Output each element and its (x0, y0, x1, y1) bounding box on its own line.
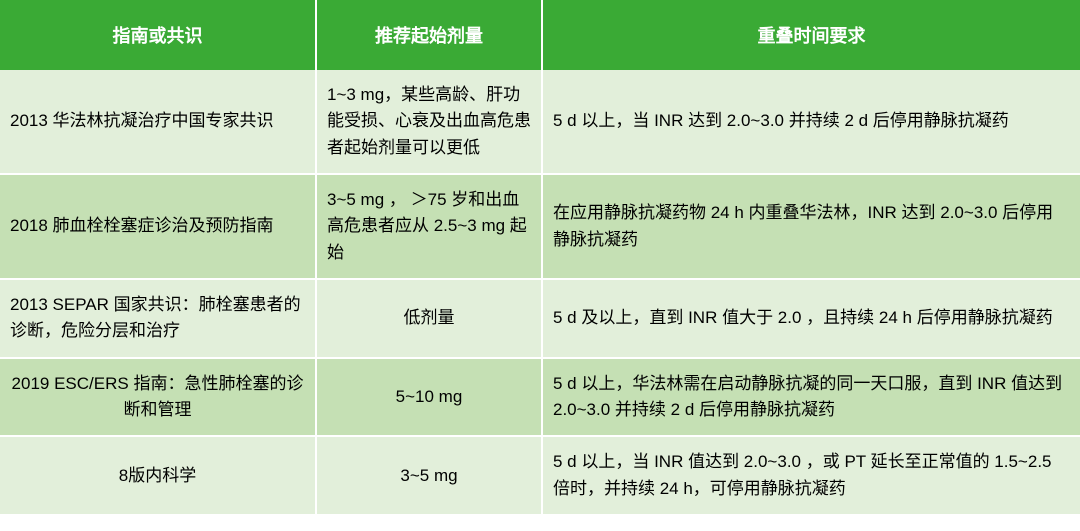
cell-guideline: 2013 SEPAR 国家共识：肺栓塞患者的诊断，危险分层和治疗 (0, 279, 316, 358)
cell-dose: 低剂量 (316, 279, 542, 358)
cell-guideline: 2013 华法林抗凝治疗中国专家共识 (0, 70, 316, 174)
cell-dose: 3~5 mg ， ＞75 岁和出血高危患者应从 2.5~3 mg 起始 (316, 174, 542, 279)
table-body: 2013 华法林抗凝治疗中国专家共识 1~3 mg，某些高龄、肝功能受损、心衰及… (0, 70, 1080, 515)
cell-dose: 1~3 mg，某些高龄、肝功能受损、心衰及出血高危患者起始剂量可以更低 (316, 70, 542, 174)
cell-overlap: 5 d 及以上，直到 INR 值大于 2.0 ，且持续 24 h 后停用静脉抗凝… (542, 279, 1080, 358)
cell-dose: 5~10 mg (316, 358, 542, 437)
guidelines-table-container: 指南或共识 推荐起始剂量 重叠时间要求 2013 华法林抗凝治疗中国专家共识 1… (0, 0, 1080, 516)
cell-overlap: 5 d 以上，华法林需在启动静脉抗凝的同一天口服，直到 INR 值达到 2.0~… (542, 358, 1080, 437)
header-guideline: 指南或共识 (0, 0, 316, 70)
cell-overlap: 5 d 以上，当 INR 值达到 2.0~3.0 ，或 PT 延长至正常值的 1… (542, 436, 1080, 515)
header-overlap: 重叠时间要求 (542, 0, 1080, 70)
cell-dose: 3~5 mg (316, 436, 542, 515)
table-row: 2013 华法林抗凝治疗中国专家共识 1~3 mg，某些高龄、肝功能受损、心衰及… (0, 70, 1080, 174)
table-header-row: 指南或共识 推荐起始剂量 重叠时间要求 (0, 0, 1080, 70)
cell-guideline: 2019 ESC/ERS 指南：急性肺栓塞的诊断和管理 (0, 358, 316, 437)
cell-guideline: 2018 肺血栓栓塞症诊治及预防指南 (0, 174, 316, 279)
table-row: 2013 SEPAR 国家共识：肺栓塞患者的诊断，危险分层和治疗 低剂量 5 d… (0, 279, 1080, 358)
cell-overlap: 5 d 以上，当 INR 达到 2.0~3.0 并持续 2 d 后停用静脉抗凝药 (542, 70, 1080, 174)
header-dose: 推荐起始剂量 (316, 0, 542, 70)
table-row: 2018 肺血栓栓塞症诊治及预防指南 3~5 mg ， ＞75 岁和出血高危患者… (0, 174, 1080, 279)
guidelines-table: 指南或共识 推荐起始剂量 重叠时间要求 2013 华法林抗凝治疗中国专家共识 1… (0, 0, 1080, 516)
table-row: 2019 ESC/ERS 指南：急性肺栓塞的诊断和管理 5~10 mg 5 d … (0, 358, 1080, 437)
cell-guideline: 8版内科学 (0, 436, 316, 515)
cell-overlap: 在应用静脉抗凝药物 24 h 内重叠华法林，INR 达到 2.0~3.0 后停用… (542, 174, 1080, 279)
table-row: 8版内科学 3~5 mg 5 d 以上，当 INR 值达到 2.0~3.0 ，或… (0, 436, 1080, 515)
